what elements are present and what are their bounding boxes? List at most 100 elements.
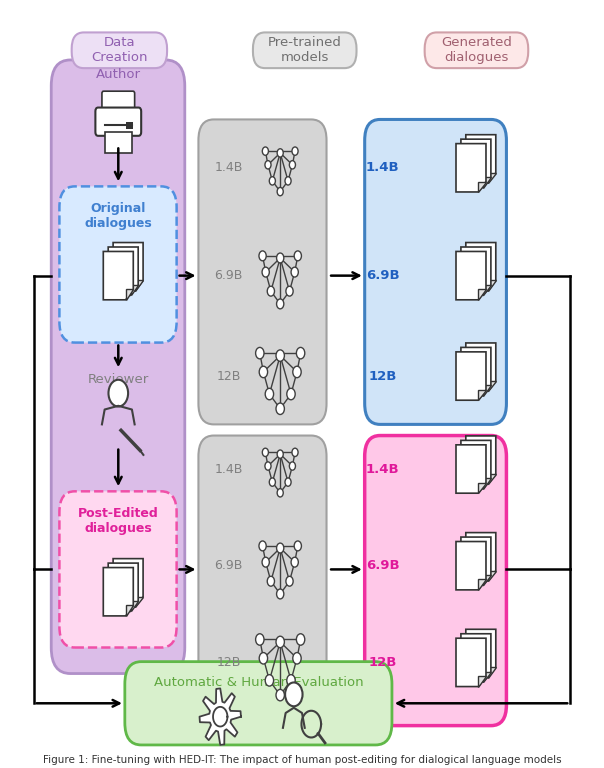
Text: Post-Edited
dialogues: Post-Edited dialogues <box>78 507 159 535</box>
Polygon shape <box>488 280 496 291</box>
Circle shape <box>277 543 284 553</box>
FancyBboxPatch shape <box>72 32 167 68</box>
Polygon shape <box>456 251 486 300</box>
Circle shape <box>269 177 275 185</box>
Polygon shape <box>488 667 496 677</box>
Text: 6.9B: 6.9B <box>214 269 243 282</box>
FancyBboxPatch shape <box>199 120 327 425</box>
FancyBboxPatch shape <box>102 91 135 114</box>
Text: Automatic & Human Evaluation: Automatic & Human Evaluation <box>153 676 363 689</box>
Text: 12B: 12B <box>368 369 397 382</box>
Polygon shape <box>103 251 133 300</box>
Polygon shape <box>461 139 491 187</box>
FancyBboxPatch shape <box>253 32 356 68</box>
Circle shape <box>259 653 268 664</box>
Circle shape <box>289 161 295 169</box>
Circle shape <box>255 634 264 645</box>
Text: 6.9B: 6.9B <box>214 559 243 572</box>
Text: Reviewer: Reviewer <box>88 373 149 386</box>
Text: Generated
dialogues: Generated dialogues <box>441 36 512 65</box>
Polygon shape <box>135 597 143 607</box>
Circle shape <box>291 558 298 567</box>
Polygon shape <box>108 563 138 611</box>
Polygon shape <box>478 390 486 400</box>
Polygon shape <box>478 290 486 300</box>
Circle shape <box>277 253 284 263</box>
Polygon shape <box>456 638 486 687</box>
Circle shape <box>267 576 274 586</box>
Polygon shape <box>113 243 143 291</box>
Circle shape <box>265 462 271 470</box>
Circle shape <box>294 541 301 551</box>
Circle shape <box>276 636 284 647</box>
Text: 1.4B: 1.4B <box>214 462 243 475</box>
Polygon shape <box>466 629 496 677</box>
Circle shape <box>292 449 298 456</box>
Circle shape <box>265 389 274 400</box>
Circle shape <box>277 450 283 458</box>
Polygon shape <box>483 177 491 187</box>
FancyBboxPatch shape <box>95 108 141 136</box>
Polygon shape <box>108 247 138 296</box>
Text: Author: Author <box>96 68 141 81</box>
Polygon shape <box>466 343 496 391</box>
Text: 6.9B: 6.9B <box>366 269 399 282</box>
Text: Original
dialogues: Original dialogues <box>85 202 152 230</box>
Polygon shape <box>478 181 486 192</box>
Circle shape <box>276 350 284 361</box>
Text: 12B: 12B <box>216 656 240 669</box>
FancyBboxPatch shape <box>125 662 392 745</box>
Polygon shape <box>483 575 491 585</box>
Bar <box>126 121 133 129</box>
Polygon shape <box>488 173 496 183</box>
Polygon shape <box>488 381 496 391</box>
FancyBboxPatch shape <box>51 60 185 674</box>
Circle shape <box>277 589 284 599</box>
Polygon shape <box>483 285 491 296</box>
Polygon shape <box>466 436 496 485</box>
Circle shape <box>259 251 266 261</box>
Circle shape <box>286 286 293 296</box>
Circle shape <box>259 541 266 551</box>
Text: Pre-trained
models: Pre-trained models <box>268 36 342 65</box>
Circle shape <box>265 161 271 169</box>
Polygon shape <box>466 243 496 291</box>
Circle shape <box>267 286 274 296</box>
Polygon shape <box>461 537 491 585</box>
Circle shape <box>285 478 291 486</box>
Polygon shape <box>461 440 491 488</box>
Polygon shape <box>478 483 486 493</box>
Circle shape <box>289 462 295 470</box>
Polygon shape <box>130 601 138 611</box>
Circle shape <box>294 251 301 261</box>
FancyBboxPatch shape <box>365 435 506 726</box>
Polygon shape <box>488 571 496 581</box>
Text: Data
Creation: Data Creation <box>91 36 147 65</box>
FancyBboxPatch shape <box>199 435 327 726</box>
Text: Figure 1: Fine-tuning with HED-IT: The impact of human post-editing for dialogic: Figure 1: Fine-tuning with HED-IT: The i… <box>43 756 561 766</box>
Circle shape <box>287 389 295 400</box>
Polygon shape <box>130 285 138 296</box>
Text: 12B: 12B <box>368 656 397 669</box>
Text: 1.4B: 1.4B <box>366 462 399 475</box>
Polygon shape <box>126 290 133 300</box>
Polygon shape <box>483 672 491 682</box>
Polygon shape <box>461 347 491 396</box>
Polygon shape <box>461 634 491 682</box>
Circle shape <box>265 674 274 686</box>
Polygon shape <box>456 144 486 192</box>
Polygon shape <box>199 688 241 745</box>
Polygon shape <box>103 568 133 616</box>
Polygon shape <box>461 247 491 296</box>
Circle shape <box>292 147 298 155</box>
Circle shape <box>285 177 291 185</box>
Polygon shape <box>466 532 496 581</box>
Circle shape <box>262 267 269 277</box>
Circle shape <box>277 488 283 497</box>
Circle shape <box>262 449 268 456</box>
Polygon shape <box>126 605 133 616</box>
FancyBboxPatch shape <box>59 187 176 343</box>
Circle shape <box>297 347 305 359</box>
Polygon shape <box>478 676 486 687</box>
Text: 6.9B: 6.9B <box>366 559 399 572</box>
